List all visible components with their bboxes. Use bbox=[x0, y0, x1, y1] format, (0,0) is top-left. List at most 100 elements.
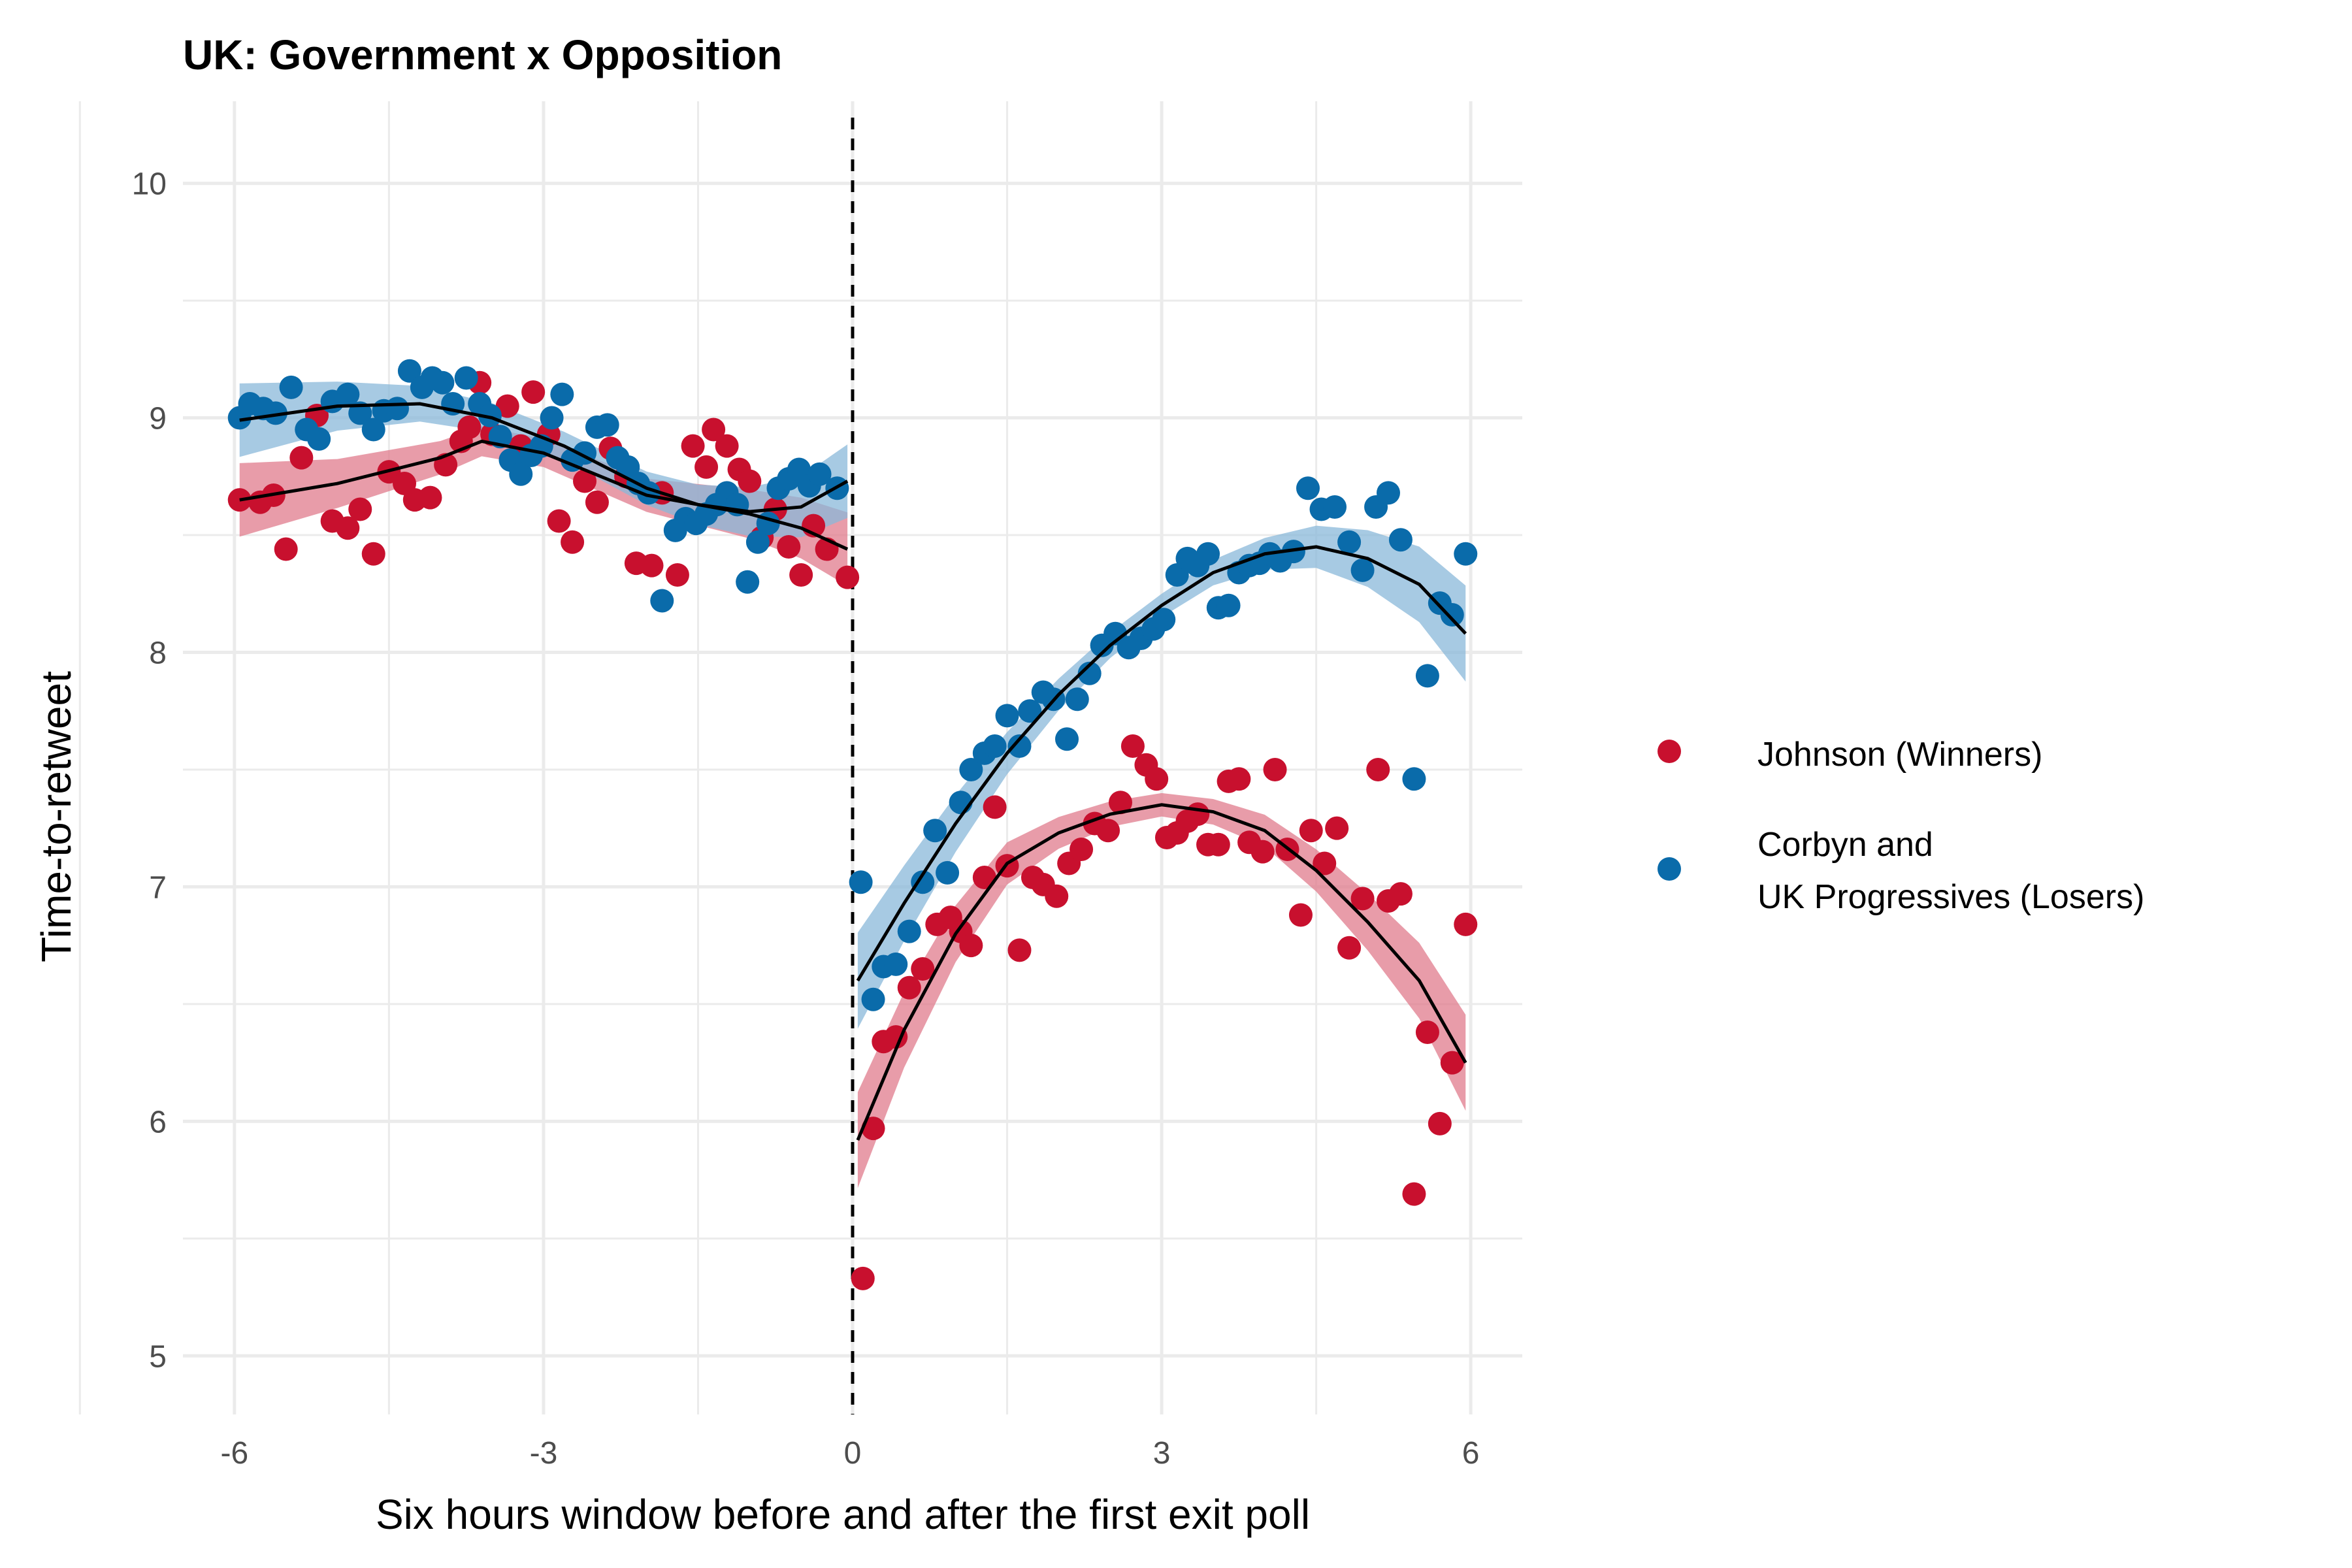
data-point bbox=[1217, 593, 1241, 617]
legend-label: Corbyn and bbox=[1757, 826, 1933, 864]
x-tick-label: 0 bbox=[844, 1436, 862, 1471]
data-point bbox=[959, 757, 983, 781]
grid bbox=[78, 101, 1522, 1414]
x-axis-title: Six hours window before and after the fi… bbox=[376, 1491, 1310, 1538]
data-point bbox=[1206, 832, 1230, 857]
data-point bbox=[289, 446, 314, 470]
data-point bbox=[274, 537, 298, 561]
x-tick-label: 6 bbox=[1462, 1436, 1480, 1471]
data-point bbox=[1366, 757, 1390, 781]
data-point bbox=[1045, 884, 1069, 908]
data-point bbox=[777, 534, 801, 559]
data-point bbox=[361, 542, 385, 566]
smooth-line-pre bbox=[239, 402, 849, 514]
smooth-line-post bbox=[856, 545, 1467, 982]
data-point bbox=[808, 462, 832, 486]
data-point bbox=[478, 403, 502, 427]
data-point bbox=[861, 1117, 885, 1141]
data-point bbox=[585, 490, 609, 514]
data-point bbox=[1196, 542, 1220, 566]
data-point bbox=[1388, 882, 1413, 906]
data-point bbox=[1388, 528, 1413, 552]
data-point bbox=[897, 919, 921, 943]
data-point bbox=[681, 434, 705, 458]
data-points bbox=[227, 359, 1478, 1290]
data-point bbox=[736, 570, 760, 594]
data-point bbox=[949, 791, 973, 815]
data-point bbox=[972, 866, 996, 890]
smooth-lines bbox=[239, 402, 1467, 1141]
data-point bbox=[550, 382, 574, 406]
smooth-line-pre bbox=[239, 439, 849, 551]
data-point bbox=[540, 406, 564, 430]
data-point bbox=[454, 366, 478, 390]
data-point bbox=[1120, 734, 1145, 759]
data-point bbox=[936, 860, 960, 885]
data-point bbox=[385, 397, 409, 421]
data-point bbox=[650, 589, 674, 613]
data-point bbox=[1337, 530, 1362, 554]
data-point bbox=[1109, 791, 1132, 815]
legend: Johnson (Winners) Corbyn and UK Progressi… bbox=[1658, 736, 2144, 916]
data-point bbox=[983, 734, 1007, 759]
data-point bbox=[1350, 887, 1375, 911]
data-point bbox=[457, 415, 482, 439]
x-tick-label: -3 bbox=[530, 1436, 558, 1471]
confidence-band-pre bbox=[239, 382, 848, 538]
data-point bbox=[1007, 938, 1032, 962]
x-tick-label: -6 bbox=[221, 1436, 249, 1471]
data-point bbox=[897, 975, 921, 1000]
data-point bbox=[1454, 912, 1478, 936]
legend-key bbox=[1658, 857, 1681, 881]
smooth-line-post bbox=[856, 803, 1467, 1141]
legend-label: UK Progressives (Losers) bbox=[1757, 878, 2144, 916]
data-point bbox=[1299, 819, 1323, 843]
data-point bbox=[595, 413, 619, 437]
data-point bbox=[1263, 757, 1287, 781]
y-tick-label: 7 bbox=[149, 870, 167, 905]
axis-ticks: -6 -3 0 3 6 5 6 7 8 9 10 bbox=[132, 167, 1480, 1471]
data-point bbox=[861, 987, 885, 1011]
data-point bbox=[738, 469, 762, 493]
data-point bbox=[397, 359, 421, 383]
data-point bbox=[745, 530, 770, 554]
data-point bbox=[1096, 819, 1120, 843]
data-point bbox=[1152, 608, 1176, 632]
data-point bbox=[1070, 837, 1094, 861]
data-point bbox=[336, 516, 360, 540]
y-tick-label: 10 bbox=[132, 167, 167, 202]
data-point bbox=[263, 401, 287, 425]
data-point bbox=[561, 530, 585, 554]
data-point bbox=[509, 462, 533, 486]
data-point bbox=[884, 1025, 908, 1049]
data-point bbox=[665, 563, 689, 587]
data-point bbox=[521, 380, 546, 404]
data-point bbox=[1288, 903, 1313, 927]
data-point bbox=[851, 1266, 875, 1290]
data-point bbox=[884, 952, 908, 976]
data-point bbox=[1454, 542, 1478, 566]
y-axis-title: Time-to-retweet bbox=[33, 671, 80, 962]
data-point bbox=[911, 957, 935, 981]
data-point bbox=[1250, 840, 1275, 864]
data-point bbox=[495, 394, 519, 418]
data-point bbox=[849, 870, 873, 894]
data-point bbox=[1415, 664, 1439, 688]
data-point bbox=[1296, 476, 1320, 500]
data-point bbox=[1350, 558, 1375, 582]
data-point bbox=[279, 375, 303, 399]
data-point bbox=[431, 370, 455, 395]
data-point bbox=[911, 870, 935, 894]
data-point bbox=[1145, 767, 1169, 791]
data-point bbox=[1325, 816, 1349, 840]
data-point bbox=[1313, 851, 1337, 875]
y-tick-label: 9 bbox=[149, 402, 167, 436]
data-point bbox=[1428, 1111, 1452, 1135]
data-point bbox=[1377, 481, 1400, 505]
data-point bbox=[995, 704, 1019, 728]
data-point bbox=[1055, 727, 1079, 751]
data-point bbox=[361, 417, 385, 442]
data-point bbox=[702, 417, 726, 442]
data-point bbox=[1415, 1020, 1439, 1044]
